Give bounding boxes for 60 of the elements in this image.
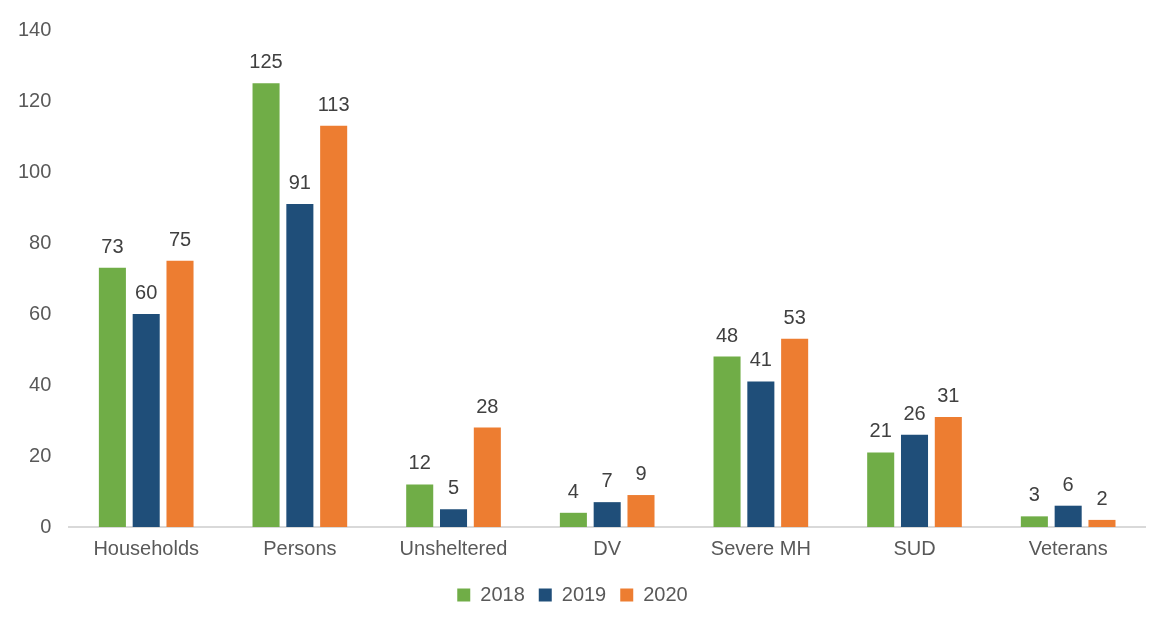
- x-tick-label: Unsheltered: [399, 536, 508, 559]
- bar: [747, 381, 775, 527]
- y-tick-label: 100: [17, 159, 52, 182]
- bar: [1020, 516, 1048, 527]
- legend-label: 2019: [561, 582, 607, 605]
- x-tick-label: Veterans: [1028, 536, 1108, 559]
- data-label: 7: [601, 469, 613, 492]
- data-label: 4: [567, 479, 579, 502]
- data-label: 9: [635, 462, 647, 485]
- y-tick-label: 80: [29, 230, 52, 253]
- bar: [166, 260, 194, 527]
- x-tick-label: Households: [93, 536, 200, 559]
- legend-label: 2020: [643, 582, 688, 605]
- data-label: 28: [476, 394, 499, 417]
- data-label: 53: [783, 305, 806, 328]
- data-label: 113: [317, 92, 350, 115]
- y-tick-label: 120: [17, 88, 52, 111]
- legend-label: 2018: [480, 582, 525, 605]
- bar: [593, 502, 621, 527]
- bar: [440, 509, 468, 527]
- x-tick-label: SUD: [893, 536, 936, 559]
- bar: [320, 125, 348, 527]
- data-label: 5: [447, 476, 460, 499]
- data-label: 75: [168, 227, 192, 250]
- data-label: 60: [135, 281, 158, 303]
- x-tick-label: DV: [593, 536, 622, 559]
- data-label: 2: [1096, 486, 1108, 509]
- bar: [867, 452, 895, 527]
- data-label: 6: [1062, 472, 1074, 495]
- bar: [559, 512, 587, 527]
- bar: [406, 484, 434, 527]
- x-tick-label: Persons: [263, 536, 337, 559]
- bar: [781, 338, 809, 527]
- data-label: 3: [1028, 483, 1040, 506]
- bar: [473, 427, 501, 527]
- y-tick-label: 40: [29, 372, 52, 395]
- bar: [286, 203, 314, 527]
- bar: [934, 416, 962, 527]
- data-label: 12: [408, 451, 431, 474]
- data-label: 21: [869, 419, 892, 442]
- bar: [252, 83, 280, 527]
- y-tick-label: 60: [29, 301, 52, 324]
- bar: [713, 356, 741, 527]
- y-tick-label: 0: [40, 514, 52, 537]
- bar: [900, 434, 929, 527]
- bar: [98, 267, 126, 527]
- x-tick-label: Severe MH: [710, 536, 811, 559]
- y-tick-label: 20: [29, 443, 52, 466]
- data-label: 48: [715, 323, 739, 346]
- data-label: 41: [749, 348, 772, 371]
- bar: [132, 314, 160, 527]
- data-label: 91: [288, 170, 311, 193]
- data-label: 73: [101, 234, 124, 257]
- data-label: 31: [937, 383, 960, 406]
- data-label: 26: [903, 401, 926, 424]
- bar: [1054, 505, 1082, 527]
- y-tick-label: 140: [17, 17, 52, 40]
- data-label: 125: [249, 50, 283, 73]
- bar: [627, 495, 655, 527]
- bar: [1088, 519, 1116, 527]
